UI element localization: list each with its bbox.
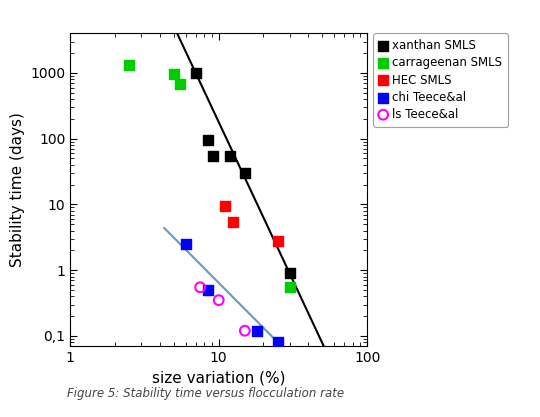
carrageenan SMLS	[170, 71, 178, 78]
xanthan SMLS	[204, 137, 213, 143]
Text: Figure 5: Stability time versus flocculation rate: Figure 5: Stability time versus floccula…	[66, 387, 344, 400]
HEC SMLS	[273, 237, 282, 244]
X-axis label: size variation (%): size variation (%)	[152, 371, 286, 386]
xanthan SMLS	[209, 153, 218, 159]
ls Teece&al	[196, 284, 205, 291]
chi Teece&al	[181, 241, 190, 247]
carrageenan SMLS	[125, 62, 133, 69]
xanthan SMLS	[285, 270, 294, 276]
chi Teece&al	[273, 339, 282, 346]
ls Teece&al	[240, 327, 249, 334]
chi Teece&al	[252, 327, 261, 334]
carrageenan SMLS	[285, 284, 294, 291]
xanthan SMLS	[191, 70, 200, 76]
xanthan SMLS	[226, 153, 235, 159]
ls Teece&al	[214, 297, 223, 304]
chi Teece&al	[204, 286, 213, 293]
Legend: xanthan SMLS, carrageenan SMLS, HEC SMLS, chi Teece&al, ls Teece&al: xanthan SMLS, carrageenan SMLS, HEC SMLS…	[373, 33, 508, 127]
Y-axis label: Stability time (days): Stability time (days)	[10, 112, 25, 267]
HEC SMLS	[229, 218, 238, 225]
xanthan SMLS	[240, 170, 249, 176]
carrageenan SMLS	[176, 80, 185, 87]
HEC SMLS	[220, 203, 229, 209]
